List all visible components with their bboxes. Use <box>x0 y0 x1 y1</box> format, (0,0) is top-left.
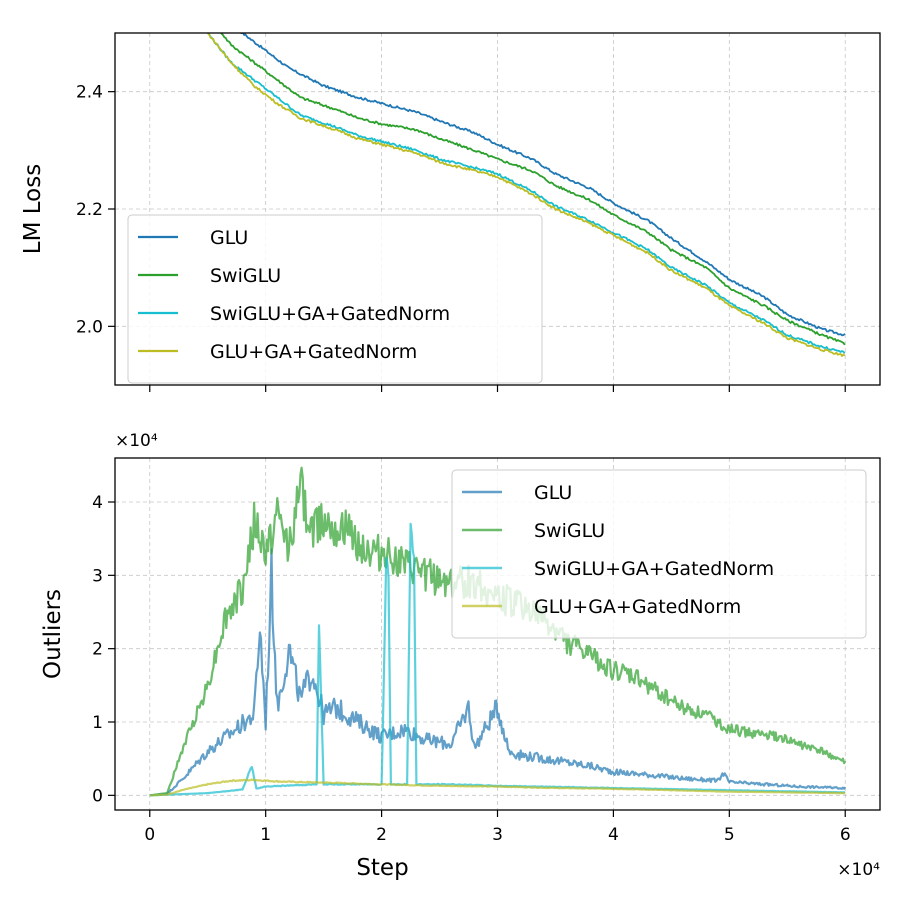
legend-label: GLU <box>210 227 248 249</box>
x-axis-label: Step <box>356 855 408 881</box>
legend-box <box>451 469 867 639</box>
y-tick-label: 4 <box>92 493 103 513</box>
series-line-glu-ga-gatednorm <box>149 778 846 797</box>
series-line-swiglu <box>220 33 846 346</box>
y-tick-label: 0 <box>92 786 103 806</box>
y-axis-label: LM Loss <box>20 164 46 254</box>
x-tick-label: 0 <box>144 825 155 845</box>
x-offset-label: ×10⁴ <box>837 860 880 880</box>
legend: GLU SwiGLU SwiGLU+GA+GatedNorm GLU+GA+Gated… <box>127 214 543 384</box>
y-tick-label: 3 <box>92 566 103 586</box>
legend-box <box>127 214 543 384</box>
series-line-glu <box>149 548 847 797</box>
legend: GLU SwiGLU SwiGLU+GA+GatedNorm GLU+GA+Gated… <box>451 469 867 639</box>
y-tick-label: 2.4 <box>76 83 103 103</box>
x-tick-label: 5 <box>724 825 735 845</box>
y-offset-label: ×10⁴ <box>115 431 158 451</box>
x-tick-label: 3 <box>492 825 503 845</box>
x-tick-label: 2 <box>376 825 387 845</box>
legend-label: GLU+GA+GatedNorm <box>534 596 741 618</box>
y-tick-label: 2.2 <box>76 200 103 220</box>
legend-label: GLU <box>534 482 572 504</box>
series-line-glu-ga-gatednorm <box>207 33 846 357</box>
y-tick-label: 1 <box>92 713 103 733</box>
y-axis-label: Outliers <box>40 589 66 679</box>
series-line-swiglu-ga-gatednorm <box>207 33 846 354</box>
legend-label: SwiGLU+GA+GatedNorm <box>210 303 450 325</box>
legend-label: GLU+GA+GatedNorm <box>210 341 417 363</box>
legend-label: SwiGLU <box>210 265 281 287</box>
series-line-glu <box>240 33 846 337</box>
x-tick-label: 1 <box>260 825 271 845</box>
legend-label: SwiGLU+GA+GatedNorm <box>534 558 774 580</box>
top-panel: 2.0 2.2 2.4 LM Loss GLU SwiGLU SwiGLU+GA+Gated… <box>20 32 881 392</box>
y-tick-label: 2.0 <box>76 317 103 337</box>
bottom-panel: 0 1 2 3 4 5 6 0 1 2 3 4 Outliers Step ×10⁴ ×10⁴ GLU SwiGL… <box>40 431 881 881</box>
x-tick-label: 4 <box>608 825 619 845</box>
x-tick-label: 6 <box>840 825 851 845</box>
legend-label: SwiGLU <box>534 520 605 542</box>
y-tick-label: 2 <box>92 640 103 660</box>
